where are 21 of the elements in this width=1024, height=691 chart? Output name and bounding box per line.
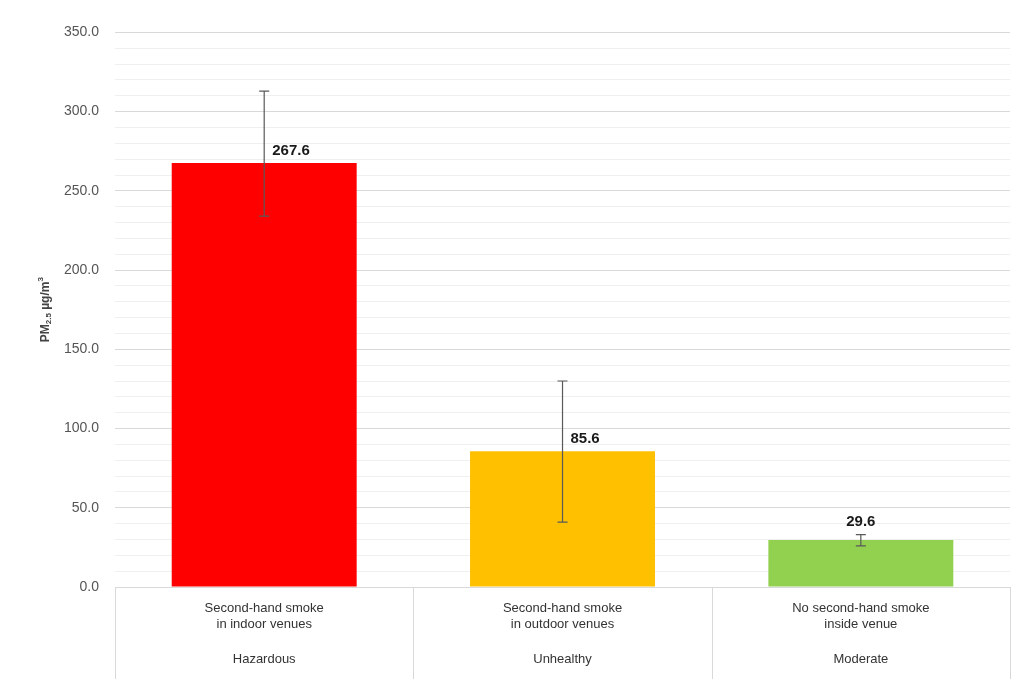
y-tick-label: 300.0 (63, 102, 100, 119)
data-label: 29.6 (846, 512, 876, 530)
y-tick-label: 350.0 (63, 23, 100, 40)
x-tick-label: Second-hand smoke in outdoor venues (502, 600, 623, 631)
y-tick-label: 0.0 (79, 577, 100, 594)
data-label: 85.6 (570, 429, 600, 446)
text: Unhealthy (533, 650, 593, 666)
text: Moderate (833, 650, 889, 666)
y-axis-title: PM2.5 µg/m3 (36, 276, 54, 343)
x-tick-label: No second-hand smoke inside venue (792, 600, 930, 631)
bar (171, 162, 357, 587)
data-label: 267.6 (272, 140, 310, 158)
y-tick-label: 200.0 (63, 260, 100, 277)
y-tick-label: 100.0 (63, 419, 100, 436)
y-tick-label: 150.0 (63, 340, 100, 357)
bar (470, 451, 655, 587)
y-tick-label: 50.0 (71, 498, 100, 515)
x-tick-label: Second-hand smoke in indoor venues (204, 600, 324, 631)
text: Hazardous (232, 650, 297, 666)
bar (768, 540, 954, 587)
y-tick-label: 250.0 (63, 181, 100, 198)
